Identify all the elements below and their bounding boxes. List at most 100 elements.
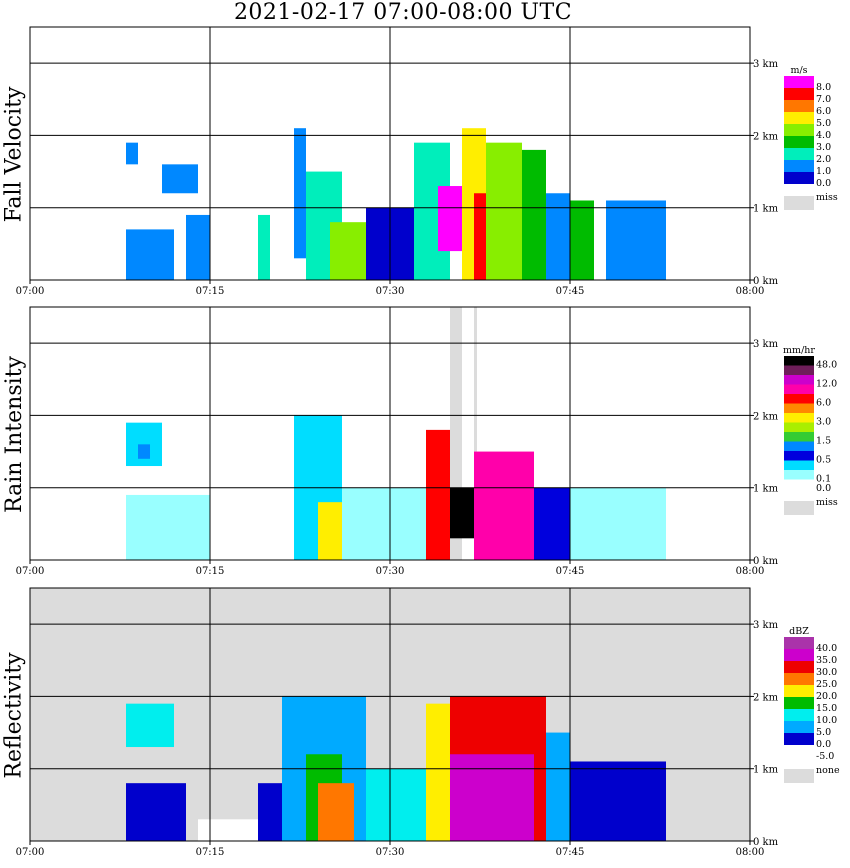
legend-label: 3.0 bbox=[816, 417, 831, 428]
echo-cell bbox=[474, 451, 534, 560]
legend-label: 6.0 bbox=[816, 398, 831, 409]
legend-unit: dBZ bbox=[789, 626, 809, 637]
echo-cell bbox=[126, 229, 174, 280]
legend-label: 0.0 bbox=[816, 178, 831, 189]
echo-cell bbox=[606, 200, 666, 280]
legend-label: 3.0 bbox=[816, 142, 831, 153]
legend-label: -5.0 bbox=[816, 751, 834, 762]
legend-label: 1.5 bbox=[816, 436, 831, 447]
echo-cell bbox=[318, 783, 354, 841]
legend-missing-swatch bbox=[784, 196, 814, 210]
x-tick-label: 07:45 bbox=[556, 566, 585, 577]
legend-swatch bbox=[784, 88, 814, 100]
x-tick-label: 08:00 bbox=[736, 847, 765, 858]
legend-label: 4.0 bbox=[816, 130, 831, 141]
echo-cell bbox=[450, 487, 474, 539]
panel-1: 0 km 1 km 2 km 3 km 07:00 07:15 07:30 07:45 08:0… bbox=[16, 306, 838, 577]
missing-band bbox=[474, 307, 477, 560]
x-tick-label: 07:15 bbox=[196, 566, 225, 577]
legend-label: 2.0 bbox=[816, 154, 831, 165]
legend-label: 48.0 bbox=[816, 360, 837, 371]
y-tick-label: 1 km bbox=[753, 765, 779, 776]
legend-label: 8.0 bbox=[816, 82, 831, 93]
legend-swatch bbox=[784, 733, 814, 745]
echo-cell bbox=[258, 214, 270, 280]
legend-missing-label: none bbox=[816, 765, 840, 776]
echo-cell bbox=[534, 487, 570, 560]
echo-cell bbox=[474, 193, 486, 280]
legend-swatch bbox=[784, 441, 814, 451]
legend-label: 20.0 bbox=[816, 691, 837, 702]
echo-cell bbox=[450, 754, 534, 841]
legend-swatch bbox=[784, 661, 814, 673]
y-tick-label: 0 km bbox=[753, 556, 779, 567]
echo-cell bbox=[546, 732, 570, 841]
legend-swatch bbox=[784, 356, 814, 366]
legend-swatch bbox=[784, 460, 814, 470]
legend-swatch bbox=[784, 148, 814, 160]
echo-cell bbox=[138, 444, 150, 459]
echo-cell bbox=[294, 128, 306, 259]
echo-cell bbox=[126, 494, 210, 560]
echo-cell bbox=[258, 783, 282, 841]
y-tick-label: 2 km bbox=[753, 131, 779, 142]
legend-label: 40.0 bbox=[816, 643, 837, 654]
legend-swatch bbox=[784, 375, 814, 385]
legend-swatch bbox=[784, 124, 814, 136]
y-tick-label: 3 km bbox=[753, 620, 779, 631]
legend-swatch bbox=[784, 422, 814, 432]
echo-cell bbox=[330, 222, 366, 280]
legend-swatch bbox=[784, 745, 814, 757]
echo-cell bbox=[426, 429, 450, 560]
legend-swatch bbox=[784, 673, 814, 685]
x-tick-label: 08:00 bbox=[736, 286, 765, 297]
x-tick-label: 07:15 bbox=[196, 286, 225, 297]
x-tick-label: 07:30 bbox=[376, 286, 405, 297]
y-tick-label: 3 km bbox=[753, 59, 779, 70]
legend-swatch bbox=[784, 172, 814, 184]
legend-swatch bbox=[784, 160, 814, 172]
legend-swatch bbox=[784, 384, 814, 394]
legend-swatch bbox=[784, 709, 814, 721]
echo-cell bbox=[426, 703, 450, 841]
echo-cell bbox=[126, 422, 162, 467]
echo-cell bbox=[318, 502, 342, 560]
legend-swatch bbox=[784, 394, 814, 404]
legend-label: 0.1 bbox=[816, 474, 831, 485]
echo-cell bbox=[570, 200, 594, 280]
echo-cell bbox=[186, 214, 210, 280]
echo-cell bbox=[522, 149, 546, 280]
legend-label: 35.0 bbox=[816, 655, 837, 666]
x-tick-label: 07:00 bbox=[16, 847, 45, 858]
echo-cell bbox=[126, 783, 186, 841]
echo-cell bbox=[162, 164, 198, 194]
panel-2: 0 km 1 km 2 km 3 km 07:00 07:15 07:30 07:45 08:0… bbox=[16, 587, 840, 858]
y-tick-label: 0 km bbox=[753, 276, 779, 287]
legend-swatch bbox=[784, 403, 814, 413]
x-tick-label: 07:30 bbox=[376, 566, 405, 577]
legend-unit: mm/hr bbox=[783, 345, 815, 356]
legend-label: 7.0 bbox=[816, 94, 831, 105]
x-tick-label: 07:00 bbox=[16, 286, 45, 297]
legend-swatch bbox=[784, 76, 814, 88]
legend-swatch bbox=[784, 100, 814, 112]
legend-label: 5.0 bbox=[816, 727, 831, 738]
y-tick-label: 2 km bbox=[753, 411, 779, 422]
legend-swatch bbox=[784, 697, 814, 709]
legend-swatch bbox=[784, 721, 814, 733]
legend-label: 6.0 bbox=[816, 106, 831, 117]
legend-swatch bbox=[784, 136, 814, 148]
legend-swatch bbox=[784, 470, 814, 480]
legend-label: 25.0 bbox=[816, 679, 837, 690]
chart-title: 2021-02-17 07:00-08:00 UTC bbox=[233, 0, 573, 25]
echo-cell bbox=[342, 487, 426, 560]
echo-cell bbox=[546, 193, 570, 280]
legend-swatch bbox=[784, 112, 814, 124]
legend-swatch bbox=[784, 479, 814, 489]
legend-swatch bbox=[784, 413, 814, 423]
x-tick-label: 07:00 bbox=[16, 566, 45, 577]
legend-missing-label: miss bbox=[816, 497, 838, 508]
legend-label: 0.0 bbox=[816, 483, 831, 494]
y-tick-label: 3 km bbox=[753, 339, 779, 350]
